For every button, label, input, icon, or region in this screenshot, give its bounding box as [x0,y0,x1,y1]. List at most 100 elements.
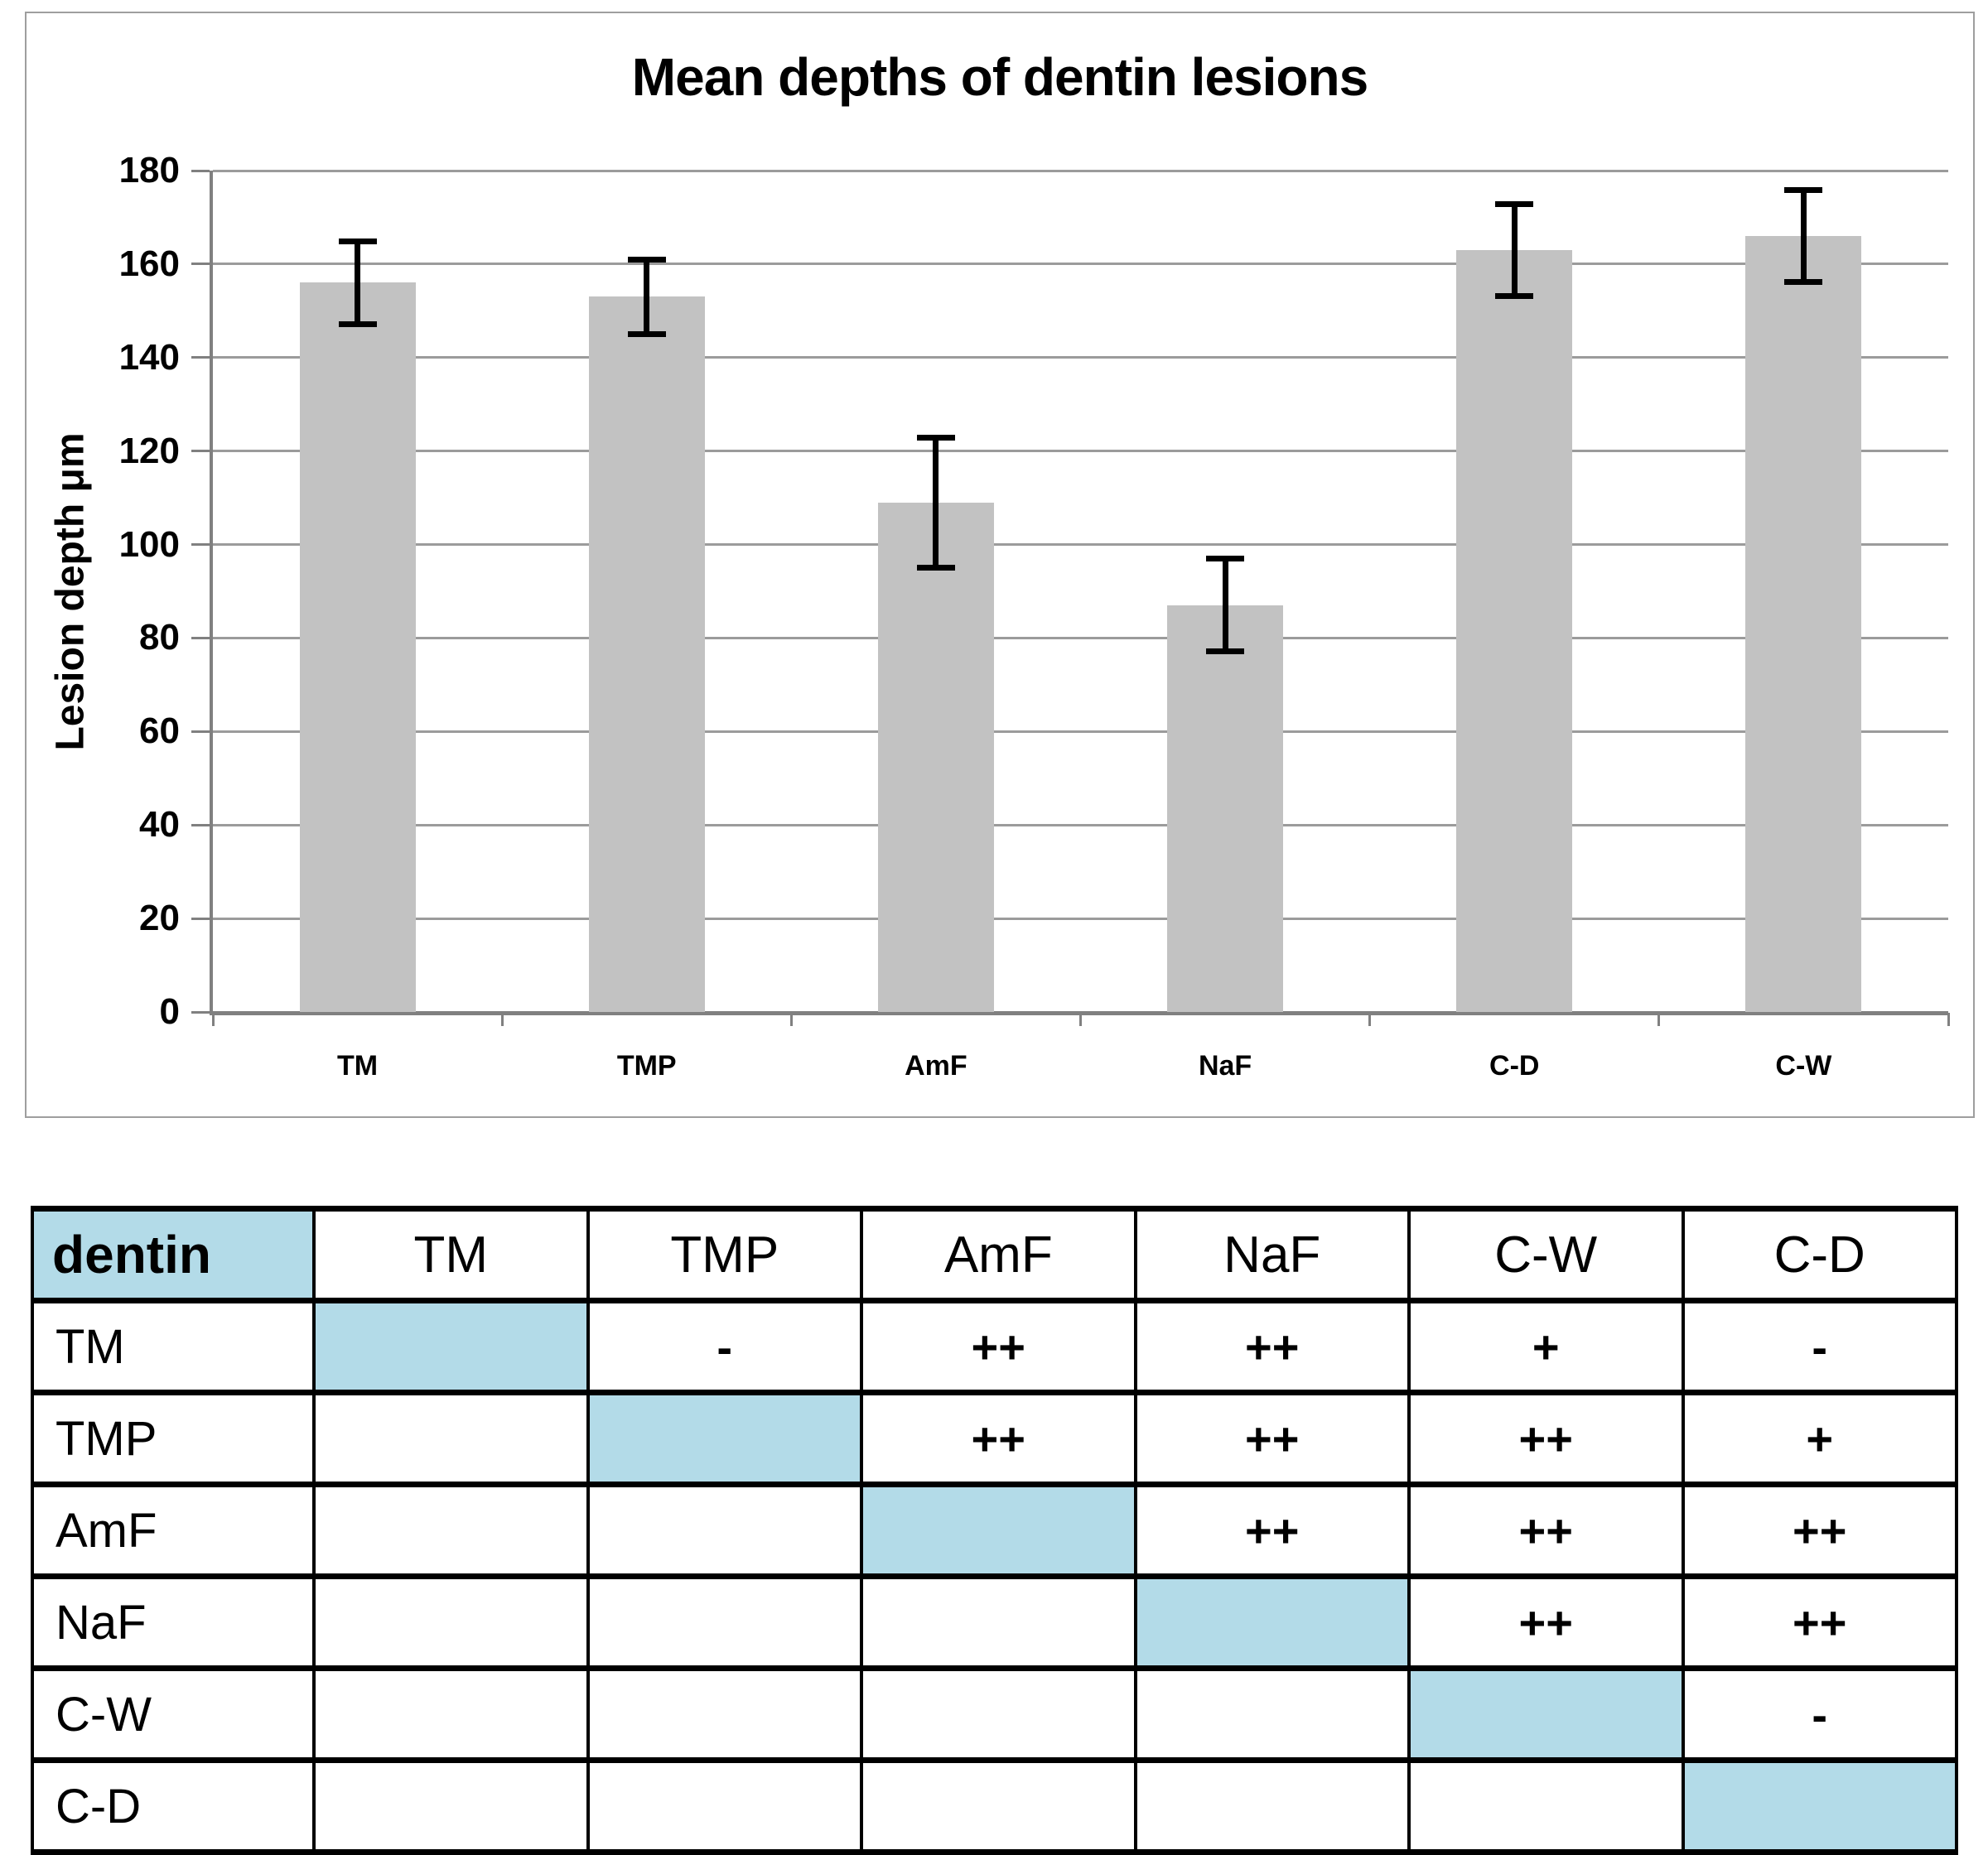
error-cap-top-AmF [916,434,955,441]
x-boundary-tick [789,1013,793,1026]
error-cap-top-TMP [627,257,666,263]
error-cap-bottom-AmF [916,564,955,571]
comparison-table: dentin TM TMP AmF NaF C-W C-D TM - ++ ++ + - TMP ++ ++ +… [31,1206,1958,1855]
error-cap-bottom-TMP [627,330,666,337]
gridline-120 [213,450,1948,453]
y-tick-100 [191,543,210,547]
cell-C-D-AmF [860,1757,1137,1855]
chart-title: Mean depths of dentin lesions [631,47,1368,107]
gridline-20 [213,917,1948,920]
table-row-AmF: AmF ++ ++ ++ [31,1482,1958,1579]
error-bar-C-D [1511,203,1518,297]
table-row-C-W: C-W - [31,1665,1958,1763]
x-label-C-D: C-D [1489,1050,1540,1082]
row-header-TMP: TMP [31,1390,316,1487]
row-header-TM: TM [31,1298,316,1395]
y-tick-label-120: 120 [118,430,180,471]
y-tick-label-40: 40 [139,804,180,846]
cell-TM-C-W: + [1407,1298,1685,1395]
cell-C-W-C-D: - [1681,1665,1958,1763]
cell-AmF-TM [312,1482,590,1579]
cell-C-W-TMP [586,1665,863,1763]
column-header-NaF: NaF [1133,1206,1411,1303]
error-cap-bottom-NaF [1206,648,1245,655]
bar-C-D [1456,249,1573,1012]
x-label-TM: TM [337,1050,379,1082]
bar-chart: Mean depths of dentin lesions Lesion dep… [25,12,1975,1118]
x-label-NaF: NaF [1198,1050,1252,1082]
gridline-80 [213,636,1948,639]
y-tick-120 [191,450,210,453]
table-corner-cell: dentin [31,1206,316,1303]
cell-AmF-C-D: ++ [1681,1482,1958,1579]
gridline-60 [213,730,1948,733]
column-header-C-D: C-D [1681,1206,1958,1303]
diagonal-cell-TMP [586,1390,863,1487]
cell-NaF-TMP [586,1573,863,1671]
cell-AmF-NaF: ++ [1133,1482,1411,1579]
cell-TMP-TM [312,1390,590,1487]
cell-NaF-C-W: ++ [1407,1573,1685,1671]
cell-AmF-TMP [586,1482,863,1579]
x-boundary-tick [500,1013,504,1026]
y-tick-label-80: 80 [139,617,180,658]
diagonal-cell-AmF [860,1482,1137,1579]
error-cap-top-NaF [1206,556,1245,562]
gridline-180 [213,169,1948,172]
cell-TMP-NaF: ++ [1133,1390,1411,1487]
cell-C-W-AmF [860,1665,1137,1763]
x-boundary-tick [1657,1013,1661,1026]
x-boundary-tick [1947,1013,1950,1026]
y-tick-40 [191,823,210,826]
diagonal-cell-C-D [1681,1757,1958,1855]
table-header-row: dentin TM TMP AmF NaF C-W C-D [31,1206,1958,1303]
cell-TM-NaF: ++ [1133,1298,1411,1395]
row-header-C-D: C-D [31,1757,316,1855]
cell-C-D-C-W [1407,1757,1685,1855]
column-header-TM: TM [312,1206,590,1303]
cell-TMP-AmF: ++ [860,1390,1137,1487]
y-tick-label-60: 60 [139,711,180,752]
y-tick-label-180: 180 [118,150,180,190]
gridline-140 [213,356,1948,359]
x-label-TMP: TMP [616,1050,677,1082]
cell-C-W-TM [312,1665,590,1763]
x-label-AmF: AmF [905,1050,967,1082]
table-row-TM: TM - ++ ++ + - [31,1298,1958,1395]
cell-AmF-C-W: ++ [1407,1482,1685,1579]
y-tick-140 [191,356,210,359]
table-row-C-D: C-D [31,1757,1958,1855]
y-tick-20 [191,917,210,920]
table-row-NaF: NaF ++ ++ [31,1573,1958,1671]
x-boundary-tick [211,1013,215,1026]
y-tick-label-160: 160 [118,243,180,284]
cell-TMP-C-W: ++ [1407,1390,1685,1487]
cell-C-D-TMP [586,1757,863,1855]
cell-TM-C-D: - [1681,1298,1958,1395]
diagonal-cell-C-W [1407,1665,1685,1763]
error-cap-top-C-W [1784,186,1823,193]
diagonal-cell-NaF [1133,1573,1411,1671]
row-header-NaF: NaF [31,1573,316,1671]
cell-C-W-NaF [1133,1665,1411,1763]
bar-TM [299,282,416,1012]
y-tick-60 [191,730,210,733]
cell-C-D-TM [312,1757,590,1855]
bar-C-W [1745,236,1862,1012]
error-cap-bottom-C-W [1784,279,1823,286]
error-bar-C-W [1800,189,1807,283]
error-bar-TM [355,240,361,325]
bar-NaF [1167,605,1284,1012]
x-axis-line [210,1011,1948,1015]
x-label-C-W: C-W [1775,1050,1832,1082]
row-header-C-W: C-W [31,1665,316,1763]
bar-TMP [588,296,705,1012]
gridline-100 [213,543,1948,547]
cell-TMP-C-D: + [1681,1390,1958,1487]
bar-AmF [877,502,994,1012]
gridline-160 [213,263,1948,266]
y-tick-0 [191,1010,210,1014]
gridline-40 [213,823,1948,826]
row-header-AmF: AmF [31,1482,316,1579]
y-tick-180 [191,169,210,172]
